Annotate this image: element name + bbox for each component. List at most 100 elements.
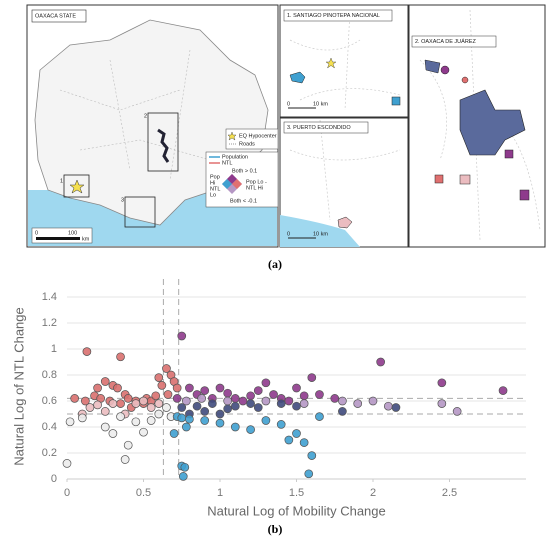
point	[100, 377, 110, 386]
point	[82, 347, 92, 356]
scale-label: 0	[35, 230, 38, 236]
point	[368, 396, 378, 406]
point	[178, 472, 188, 481]
point	[154, 373, 164, 382]
point	[376, 357, 385, 367]
point	[246, 399, 255, 408]
point	[292, 383, 301, 393]
point	[315, 390, 324, 399]
point	[62, 459, 72, 468]
urban-area	[519, 189, 530, 201]
legend-label: NTL	[210, 186, 220, 192]
point	[200, 407, 210, 416]
hypocenter	[325, 57, 337, 69]
point	[452, 407, 462, 416]
title-box	[31, 9, 87, 23]
region-box	[147, 112, 179, 172]
point	[299, 391, 309, 401]
point	[177, 331, 187, 341]
point	[284, 435, 294, 445]
point	[261, 416, 271, 425]
inset-frame	[279, 4, 409, 118]
point	[338, 396, 347, 406]
scale-label: 100	[68, 230, 77, 236]
scale-label: 0	[287, 101, 290, 107]
urban-area	[461, 76, 469, 84]
urban-area	[424, 59, 441, 74]
point	[383, 401, 393, 411]
region-label: 1	[60, 178, 63, 184]
y-tick-label: 0.2	[42, 447, 57, 459]
title-box	[411, 35, 497, 48]
legend-label: Roads	[239, 141, 255, 147]
point	[113, 383, 122, 393]
point	[116, 352, 125, 362]
point	[162, 364, 171, 373]
point	[177, 413, 187, 423]
legend-label: Lo	[210, 192, 216, 198]
point	[181, 396, 191, 406]
roads	[59, 49, 211, 181]
urban-area	[434, 174, 444, 184]
point	[276, 420, 286, 429]
urban-area	[440, 65, 450, 75]
bivariate-key	[222, 179, 232, 189]
point	[169, 429, 179, 438]
x-axis-label: Natural Log of Mobility Change	[207, 503, 386, 518]
legend-label: Hi	[210, 180, 215, 186]
point	[77, 413, 87, 423]
point	[200, 416, 210, 425]
urban-area	[337, 216, 353, 229]
point	[437, 399, 447, 408]
title-box	[283, 9, 393, 22]
legend-box	[225, 128, 279, 150]
point	[93, 383, 102, 393]
point	[172, 394, 182, 403]
point	[157, 381, 167, 390]
point	[299, 399, 309, 408]
legend-label: Pop	[210, 174, 220, 180]
point	[123, 440, 133, 450]
scale-label: 10 km	[313, 231, 328, 237]
point	[330, 394, 340, 403]
inset-map: 3. PUERTO ESCONDIDO 0 10 km	[279, 117, 409, 248]
point	[146, 403, 156, 412]
point	[338, 407, 347, 416]
point	[151, 391, 161, 401]
inset-title: 3. PUERTO ESCONDIDO	[287, 125, 351, 131]
x-tick-label: 0.5	[136, 487, 151, 499]
legend-label: Both < -0.1	[230, 198, 257, 204]
point	[215, 409, 225, 419]
legend-star	[227, 131, 237, 141]
point	[116, 412, 125, 421]
point	[315, 412, 324, 421]
x-tick-label: 1	[217, 487, 223, 499]
point	[353, 399, 363, 408]
point	[246, 425, 255, 434]
point	[437, 378, 447, 388]
point	[185, 414, 194, 424]
urban-area	[459, 89, 526, 156]
point	[65, 417, 75, 427]
urban-area	[157, 128, 170, 163]
point	[163, 390, 173, 399]
point	[292, 429, 301, 438]
region-label: 3	[121, 197, 124, 203]
point	[185, 383, 194, 393]
point	[131, 417, 141, 427]
point	[100, 407, 110, 416]
caption: (a)	[268, 257, 282, 271]
point	[261, 378, 271, 388]
region-box	[63, 174, 90, 198]
point	[307, 451, 317, 460]
point	[162, 403, 171, 412]
inset-map: 2. OAXACA DE JUÁREZ	[408, 4, 546, 248]
y-tick-label: 0	[51, 473, 57, 485]
point	[154, 399, 164, 408]
scatter-plot: 0 0.2 0.4 0.6 0.8 1 1.2 1.4 0 0.5 1 1.5 2 2.5 Natural …	[11, 279, 526, 536]
point	[177, 403, 187, 412]
point	[116, 399, 125, 408]
region-box	[124, 196, 156, 228]
point	[299, 438, 309, 447]
point	[269, 390, 278, 399]
